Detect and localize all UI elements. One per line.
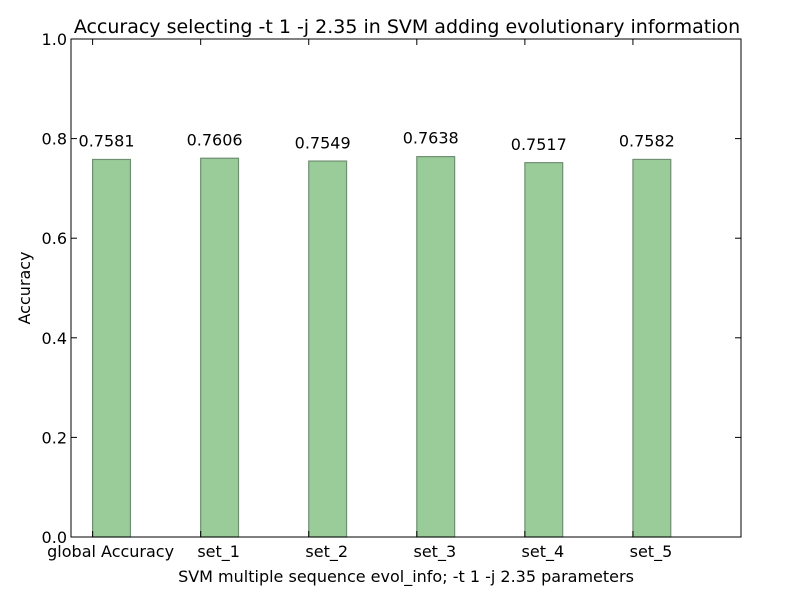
bar-value-label: 0.7582 (619, 132, 675, 151)
y-tick-label: 0.2 (42, 428, 67, 447)
bar-value-label: 0.7606 (187, 130, 243, 149)
y-tick-label: 1.0 (42, 30, 67, 49)
x-tick-label: set_5 (630, 542, 673, 562)
bar (632, 158, 672, 538)
chart-title: Accuracy selecting -t 1 -j 2.35 in SVM a… (74, 16, 740, 38)
bar (308, 160, 348, 538)
bar (92, 158, 132, 538)
bar-value-label: 0.7638 (403, 129, 459, 148)
y-tick-label: 0.4 (42, 329, 67, 348)
x-axis-label: SVM multiple sequence evol_info; -t 1 -j… (178, 567, 634, 587)
bars-layer: 0.7581 0.7606 0.7549 0.7638 0.7517 0.7582 (79, 129, 675, 538)
x-tick-label: set_2 (305, 542, 348, 562)
x-tick-label: global Accuracy (47, 542, 174, 561)
y-tick-label: 0.6 (42, 229, 67, 248)
y-tick-label: 0.8 (42, 130, 67, 149)
bar-value-label: 0.7581 (79, 132, 135, 151)
y-tick-label: 0.0 (42, 528, 67, 547)
y-axis-label: Accuracy (15, 251, 34, 324)
x-axis-ticks: global Accuracy set_1 set_2 set_3 set_4 set_5 (47, 39, 672, 562)
y-axis-ticks: 0.0 0.2 0.4 0.6 0.8 1.0 (42, 30, 741, 547)
bar-value-label: 0.7549 (295, 133, 351, 152)
x-tick-label: set_3 (413, 542, 456, 562)
x-tick-label: set_4 (522, 542, 565, 562)
x-tick-label: set_1 (197, 542, 240, 562)
plot-area-frame (70, 38, 742, 538)
bar (200, 157, 240, 538)
bar (416, 156, 456, 538)
bar-value-label: 0.7517 (511, 135, 567, 154)
bar (524, 162, 564, 538)
